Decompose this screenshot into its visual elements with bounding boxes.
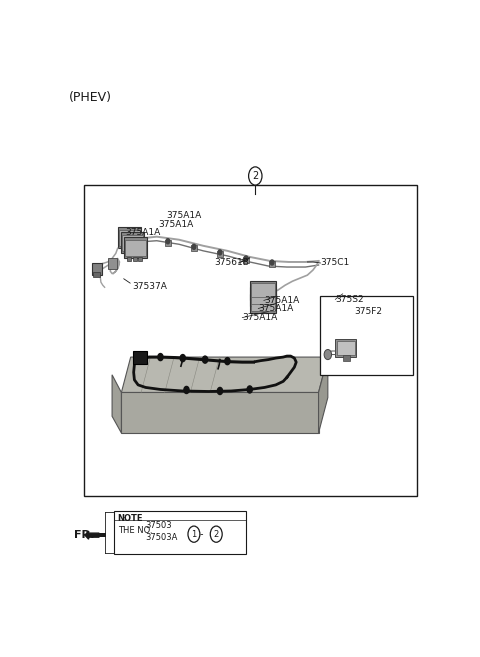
Bar xyxy=(139,258,142,261)
Text: 375A1A: 375A1A xyxy=(264,296,299,305)
Bar xyxy=(108,258,117,269)
Bar xyxy=(191,245,197,252)
Polygon shape xyxy=(319,357,328,433)
Circle shape xyxy=(180,355,185,361)
Bar xyxy=(92,263,102,275)
Bar xyxy=(165,240,171,246)
Text: 375A1A: 375A1A xyxy=(166,211,201,220)
Bar xyxy=(321,296,413,374)
Text: 2: 2 xyxy=(252,171,258,181)
Text: 375A1A: 375A1A xyxy=(242,313,277,322)
Circle shape xyxy=(225,357,230,365)
Bar xyxy=(125,240,145,256)
Text: (PHEV): (PHEV) xyxy=(69,91,112,104)
Bar xyxy=(335,340,356,357)
Text: 375A1A: 375A1A xyxy=(258,304,294,313)
Bar xyxy=(133,258,137,261)
Circle shape xyxy=(244,256,248,261)
Text: FR.: FR. xyxy=(74,530,95,540)
Bar xyxy=(122,235,143,251)
Text: -: - xyxy=(200,529,203,539)
Text: THE NO.: THE NO. xyxy=(118,526,152,535)
Bar xyxy=(127,247,131,252)
Circle shape xyxy=(270,260,274,265)
Bar xyxy=(130,252,133,256)
Bar xyxy=(250,287,276,306)
Text: 37503: 37503 xyxy=(145,520,172,530)
Circle shape xyxy=(166,238,170,244)
Text: 37561B: 37561B xyxy=(215,258,249,267)
Bar xyxy=(118,227,141,248)
Bar xyxy=(135,252,139,256)
Circle shape xyxy=(324,350,332,359)
Bar xyxy=(250,294,276,313)
Bar xyxy=(251,283,275,298)
Bar xyxy=(269,261,275,267)
Text: 375S2: 375S2 xyxy=(335,295,364,304)
Polygon shape xyxy=(112,374,121,433)
Bar xyxy=(84,185,417,496)
Bar xyxy=(93,272,100,277)
Text: 37537A: 37537A xyxy=(132,282,168,291)
Bar xyxy=(124,252,128,256)
Bar xyxy=(114,511,246,555)
Circle shape xyxy=(158,353,163,361)
Circle shape xyxy=(203,356,208,363)
Bar xyxy=(343,355,350,361)
Bar xyxy=(132,247,136,252)
Text: 375A1A: 375A1A xyxy=(158,219,194,229)
Bar xyxy=(121,247,125,252)
Bar xyxy=(99,533,106,537)
Text: 1: 1 xyxy=(192,530,196,539)
Text: NOTE: NOTE xyxy=(118,514,143,524)
Text: 375C1: 375C1 xyxy=(321,258,349,267)
Bar xyxy=(124,237,147,258)
Circle shape xyxy=(184,386,189,394)
Circle shape xyxy=(188,526,200,542)
Bar xyxy=(217,251,223,257)
Bar xyxy=(337,342,355,355)
Circle shape xyxy=(247,386,252,393)
Circle shape xyxy=(192,244,196,249)
Bar xyxy=(251,296,275,311)
Bar xyxy=(120,232,144,254)
FancyArrow shape xyxy=(85,531,99,539)
Polygon shape xyxy=(121,357,328,392)
Circle shape xyxy=(218,250,222,255)
Bar xyxy=(119,229,140,246)
Bar xyxy=(132,351,147,364)
Circle shape xyxy=(210,526,222,542)
Circle shape xyxy=(217,388,223,394)
Text: 37503A: 37503A xyxy=(145,533,178,541)
Text: 375F2: 375F2 xyxy=(354,307,382,316)
Polygon shape xyxy=(121,392,319,433)
Text: 2: 2 xyxy=(214,530,219,539)
Circle shape xyxy=(249,167,262,185)
Bar xyxy=(250,281,276,300)
Text: 375A1A: 375A1A xyxy=(125,228,160,237)
Bar xyxy=(251,290,275,304)
Bar xyxy=(127,258,131,261)
Bar xyxy=(243,257,249,263)
